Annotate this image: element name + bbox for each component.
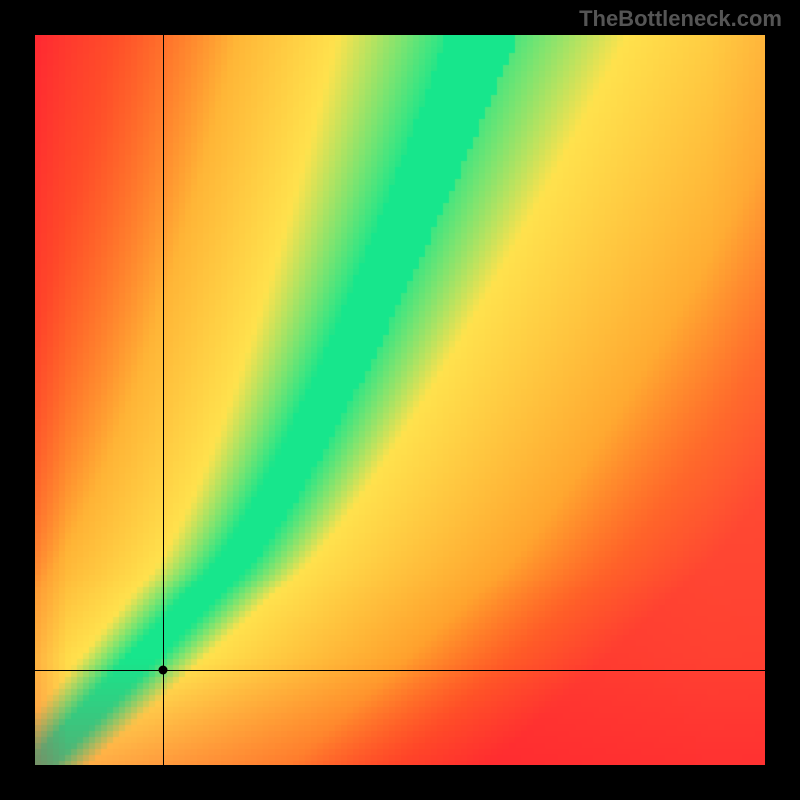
crosshair-vertical	[163, 35, 164, 765]
heatmap-canvas	[35, 35, 765, 765]
chart-container: TheBottleneck.com	[0, 0, 800, 800]
crosshair-horizontal	[35, 670, 765, 671]
watermark-text: TheBottleneck.com	[579, 6, 782, 32]
crosshair-marker	[158, 666, 167, 675]
